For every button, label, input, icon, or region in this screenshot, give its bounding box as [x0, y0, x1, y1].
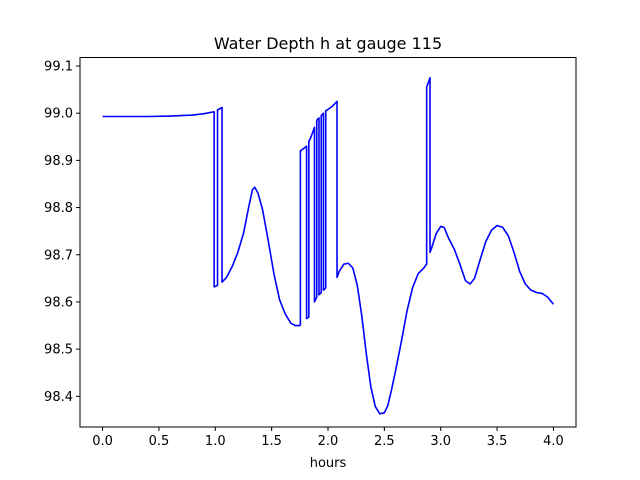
y-tick-label: 98.4 [44, 390, 73, 405]
y-tick-label: 99.1 [44, 59, 73, 74]
x-tick-label: 3.5 [487, 434, 508, 449]
y-tick-label: 99.0 [44, 107, 73, 122]
x-tick-label: 1.0 [205, 434, 226, 449]
x-tick-label: 2.5 [374, 434, 395, 449]
x-axis: 0.0 0.5 1.0 1.5 2.0 2.5 3.0 3.5 4.0 [92, 427, 564, 449]
y-tick-label: 98.7 [44, 248, 73, 263]
x-tick-label: 3.0 [430, 434, 451, 449]
y-axis: 98.4 98.5 98.6 98.7 98.8 98.9 99.0 99.1 [44, 59, 80, 405]
plot-frame [79, 57, 577, 428]
x-tick-label: 0.0 [92, 434, 113, 449]
plot-area [102, 76, 555, 415]
x-axis-label: hours [310, 456, 347, 471]
y-tick-label: 98.6 [44, 295, 73, 310]
x-tick-label: 4.0 [543, 434, 564, 449]
x-tick-label: 2.0 [318, 434, 339, 449]
y-tick-label: 98.5 [44, 343, 73, 358]
x-tick-label: 1.5 [261, 434, 282, 449]
chart-title: Water Depth h at gauge 115 [214, 34, 442, 53]
series-line [102, 76, 555, 415]
x-tick-label: 0.5 [149, 434, 170, 449]
y-tick-label: 98.8 [44, 201, 73, 216]
y-tick-label: 98.9 [44, 154, 73, 169]
